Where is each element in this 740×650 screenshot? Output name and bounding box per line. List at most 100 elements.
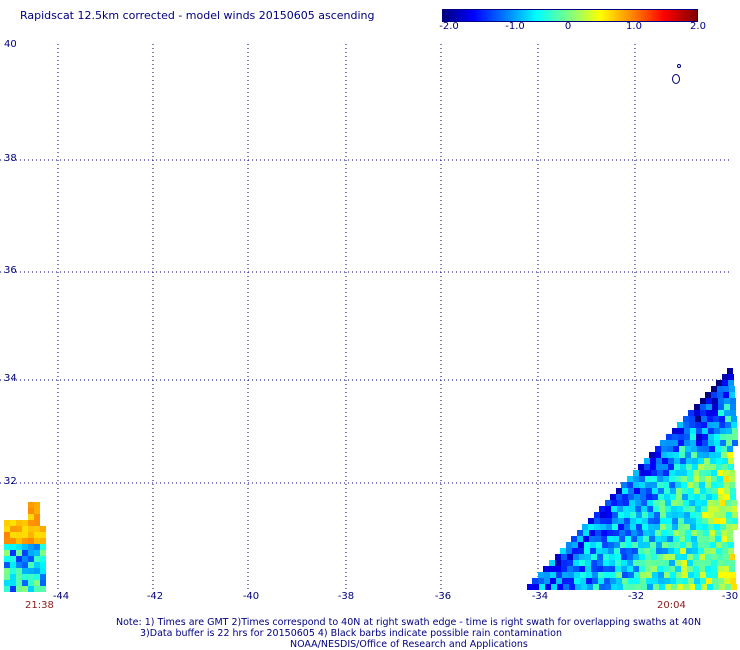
wind-diff-cell <box>664 488 670 494</box>
wind-diff-cell <box>628 572 634 578</box>
wind-diff-cell <box>599 584 605 590</box>
wind-diff-cell <box>543 566 549 572</box>
wind-diff-cell <box>638 548 644 554</box>
wind-diff-cell <box>40 586 46 592</box>
wind-diff-cell <box>567 560 573 566</box>
wind-diff-cell <box>721 536 727 542</box>
wind-diff-cell <box>686 542 692 548</box>
wind-diff-cell <box>675 476 681 482</box>
wind-diff-cell <box>678 512 684 518</box>
wind-diff-cell <box>660 440 666 446</box>
wind-diff-cell <box>622 572 628 578</box>
wind-diff-cell <box>532 578 538 584</box>
wind-diff-cell <box>712 404 718 410</box>
wind-diff-cell <box>623 506 629 512</box>
wind-diff-cell <box>40 574 46 580</box>
wind-diff-cell <box>732 440 738 446</box>
wind-diff-cell <box>634 494 640 500</box>
wind-diff-cell <box>698 542 704 548</box>
wind-diff-cell <box>688 488 694 494</box>
wind-diff-cell <box>22 520 28 526</box>
wind-diff-cell <box>707 422 713 428</box>
wind-diff-cell <box>704 458 710 464</box>
wind-diff-cell <box>718 572 724 578</box>
wind-diff-cell <box>726 428 732 434</box>
wind-diff-cell <box>727 452 733 458</box>
wind-diff-cell <box>40 580 46 586</box>
wind-diff-cell <box>667 530 673 536</box>
wind-diff-cell <box>587 584 593 590</box>
wind-diff-cell <box>633 476 639 482</box>
wind-diff-cell <box>700 404 706 410</box>
wind-diff-cell <box>688 494 694 500</box>
wind-diff-cell <box>4 580 10 586</box>
wind-diff-cell <box>723 554 729 560</box>
wind-diff-cell <box>641 500 647 506</box>
wind-diff-cell <box>654 518 660 524</box>
wind-diff-cell <box>4 532 10 538</box>
wind-diff-cell <box>672 512 678 518</box>
wind-diff-cell <box>628 488 634 494</box>
wind-diff-cell <box>626 542 632 548</box>
wind-diff-cell <box>723 482 729 488</box>
wind-diff-cell <box>689 500 695 506</box>
note-line-1: Note: 1) Times are GMT 2)Times correspon… <box>116 617 702 628</box>
wind-diff-cell <box>729 386 735 392</box>
wind-diff-cell <box>4 562 10 568</box>
wind-diff-cell <box>700 572 706 578</box>
wind-diff-cell <box>616 578 622 584</box>
wind-diff-cell <box>678 518 684 524</box>
wind-diff-cell <box>716 464 722 470</box>
wind-diff-cell <box>638 464 644 470</box>
wind-diff-cell <box>660 518 666 524</box>
wind-diff-cell <box>705 482 711 488</box>
wind-diff-cell <box>601 530 607 536</box>
wind-diff-cell <box>620 548 626 554</box>
wind-diff-cell <box>589 530 595 536</box>
wind-diff-cell <box>556 578 562 584</box>
wind-diff-cell <box>717 386 723 392</box>
wind-diff-cell <box>717 476 723 482</box>
wind-diff-cell <box>635 584 641 590</box>
wind-diff-cell <box>644 458 650 464</box>
wind-diff-cell <box>590 548 596 554</box>
wind-diff-cell <box>706 578 712 584</box>
wind-diff-cell <box>34 532 40 538</box>
wind-diff-cell <box>710 458 716 464</box>
wind-diff-cell <box>645 560 651 566</box>
note-line-3: NOAA/NESDIS/Office of Research and Appli… <box>290 639 528 650</box>
wind-diff-cell <box>731 506 737 512</box>
wind-diff-cell <box>711 560 717 566</box>
wind-diff-cell <box>628 578 634 584</box>
wind-diff-cell <box>701 416 707 422</box>
wind-diff-cell <box>666 440 672 446</box>
wind-diff-cell <box>28 514 34 520</box>
wind-diff-cell <box>709 530 715 536</box>
wind-diff-cell <box>720 512 726 518</box>
wind-diff-cell <box>10 580 16 586</box>
wind-diff-cell <box>657 566 663 572</box>
wind-diff-cell <box>722 464 728 470</box>
wind-diff-cell <box>676 578 682 584</box>
wind-diff-cell <box>687 566 693 572</box>
wind-diff-cell <box>696 518 702 524</box>
wind-diff-cell <box>648 518 654 524</box>
wind-diff-cell <box>585 566 591 572</box>
wind-diff-cell <box>28 556 34 562</box>
wind-diff-cell <box>726 434 732 440</box>
wind-diff-cell <box>673 536 679 542</box>
wind-diff-cell <box>574 572 580 578</box>
wind-diff-cell <box>599 506 605 512</box>
wind-diff-cell <box>600 512 606 518</box>
wind-diff-cell <box>633 482 639 488</box>
wind-diff-cell <box>717 554 723 560</box>
wind-diff-cell <box>721 452 727 458</box>
wind-diff-cell <box>28 550 34 556</box>
wind-diff-cell <box>622 494 628 500</box>
wind-diff-cell <box>714 512 720 518</box>
wind-diff-cell <box>709 446 715 452</box>
wind-diff-cell <box>670 578 676 584</box>
wind-diff-cell <box>632 542 638 548</box>
wind-diff-cell <box>700 410 706 416</box>
wind-diff-cell <box>658 572 664 578</box>
